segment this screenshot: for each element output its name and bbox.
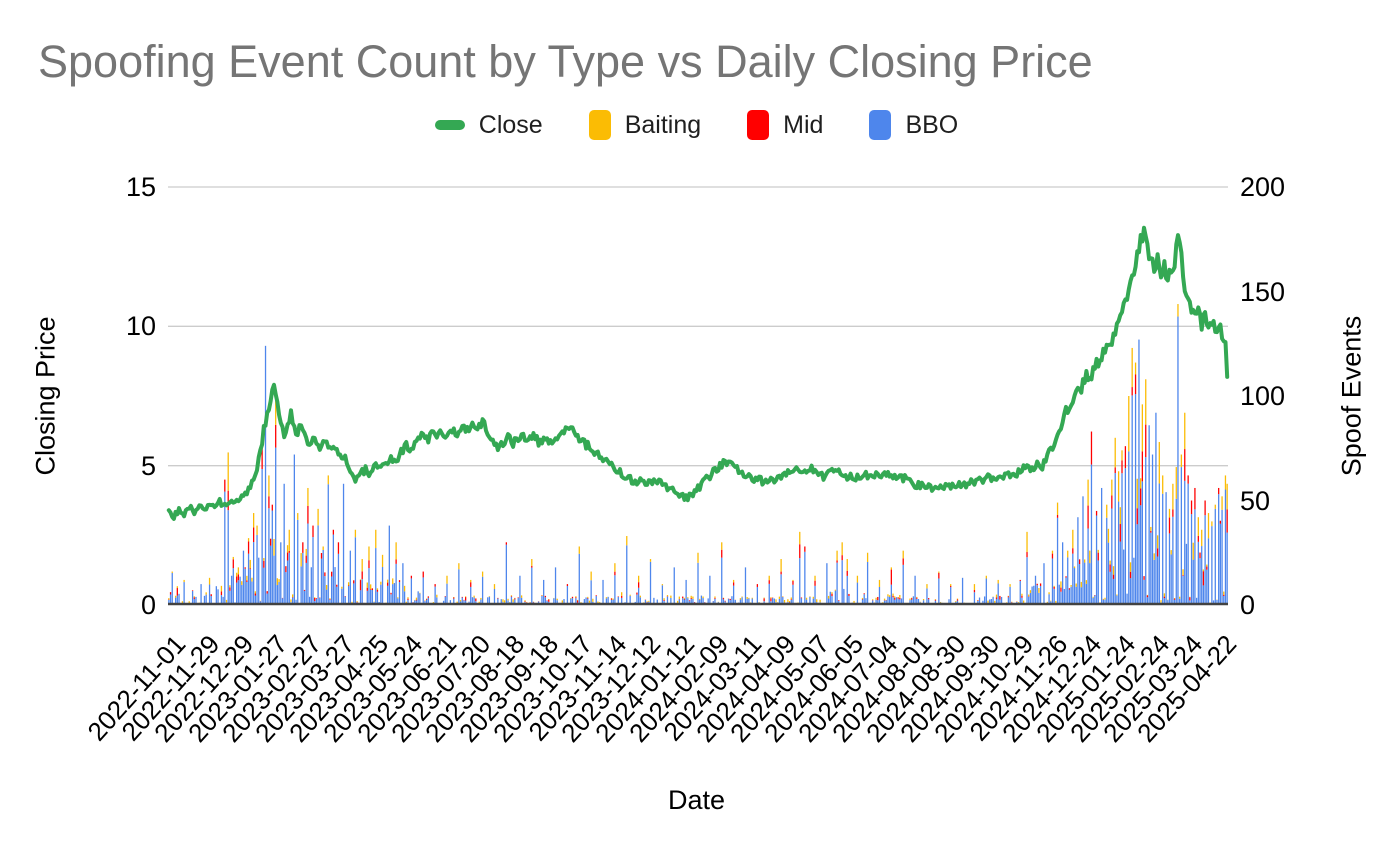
chart-title: Spoofing Event Count by Type vs Daily Cl… bbox=[38, 36, 1093, 87]
y-right-tick-label: 100 bbox=[1240, 381, 1286, 411]
y-right-tick-label: 0 bbox=[1240, 590, 1256, 620]
legend: Close Baiting Mid BBO bbox=[0, 110, 1393, 140]
x-axis-title: Date bbox=[667, 785, 726, 815]
baiting-swatch-icon bbox=[588, 110, 611, 140]
y-right-tick-label: 50 bbox=[1240, 485, 1271, 516]
close-line-series bbox=[166, 225, 1230, 521]
y-right-tick-label: 200 bbox=[1240, 172, 1286, 202]
y-left-tick-label: 0 bbox=[140, 590, 156, 620]
y-right-axis-title: Spoof Events bbox=[1336, 315, 1367, 477]
y-left-tick-label: 15 bbox=[125, 172, 156, 202]
legend-label: BBO bbox=[905, 110, 959, 139]
y-left-tick-label: 5 bbox=[140, 450, 156, 481]
legend-item-close: Close bbox=[434, 110, 543, 140]
legend-label: Baiting bbox=[624, 110, 702, 139]
legend-item-baiting: Baiting bbox=[588, 110, 702, 140]
plot-area bbox=[166, 186, 1230, 606]
legend-item-bbo: BBO bbox=[869, 110, 958, 140]
y-left-tick-label: 10 bbox=[125, 311, 156, 342]
legend-label: Close bbox=[478, 110, 543, 139]
legend-label: Mid bbox=[783, 110, 824, 139]
y-right-tick-label: 150 bbox=[1240, 276, 1286, 307]
mid-swatch-icon bbox=[747, 110, 770, 140]
bbo-swatch-icon bbox=[869, 110, 892, 140]
close-swatch-icon bbox=[434, 120, 465, 130]
legend-item-mid: Mid bbox=[747, 110, 823, 140]
